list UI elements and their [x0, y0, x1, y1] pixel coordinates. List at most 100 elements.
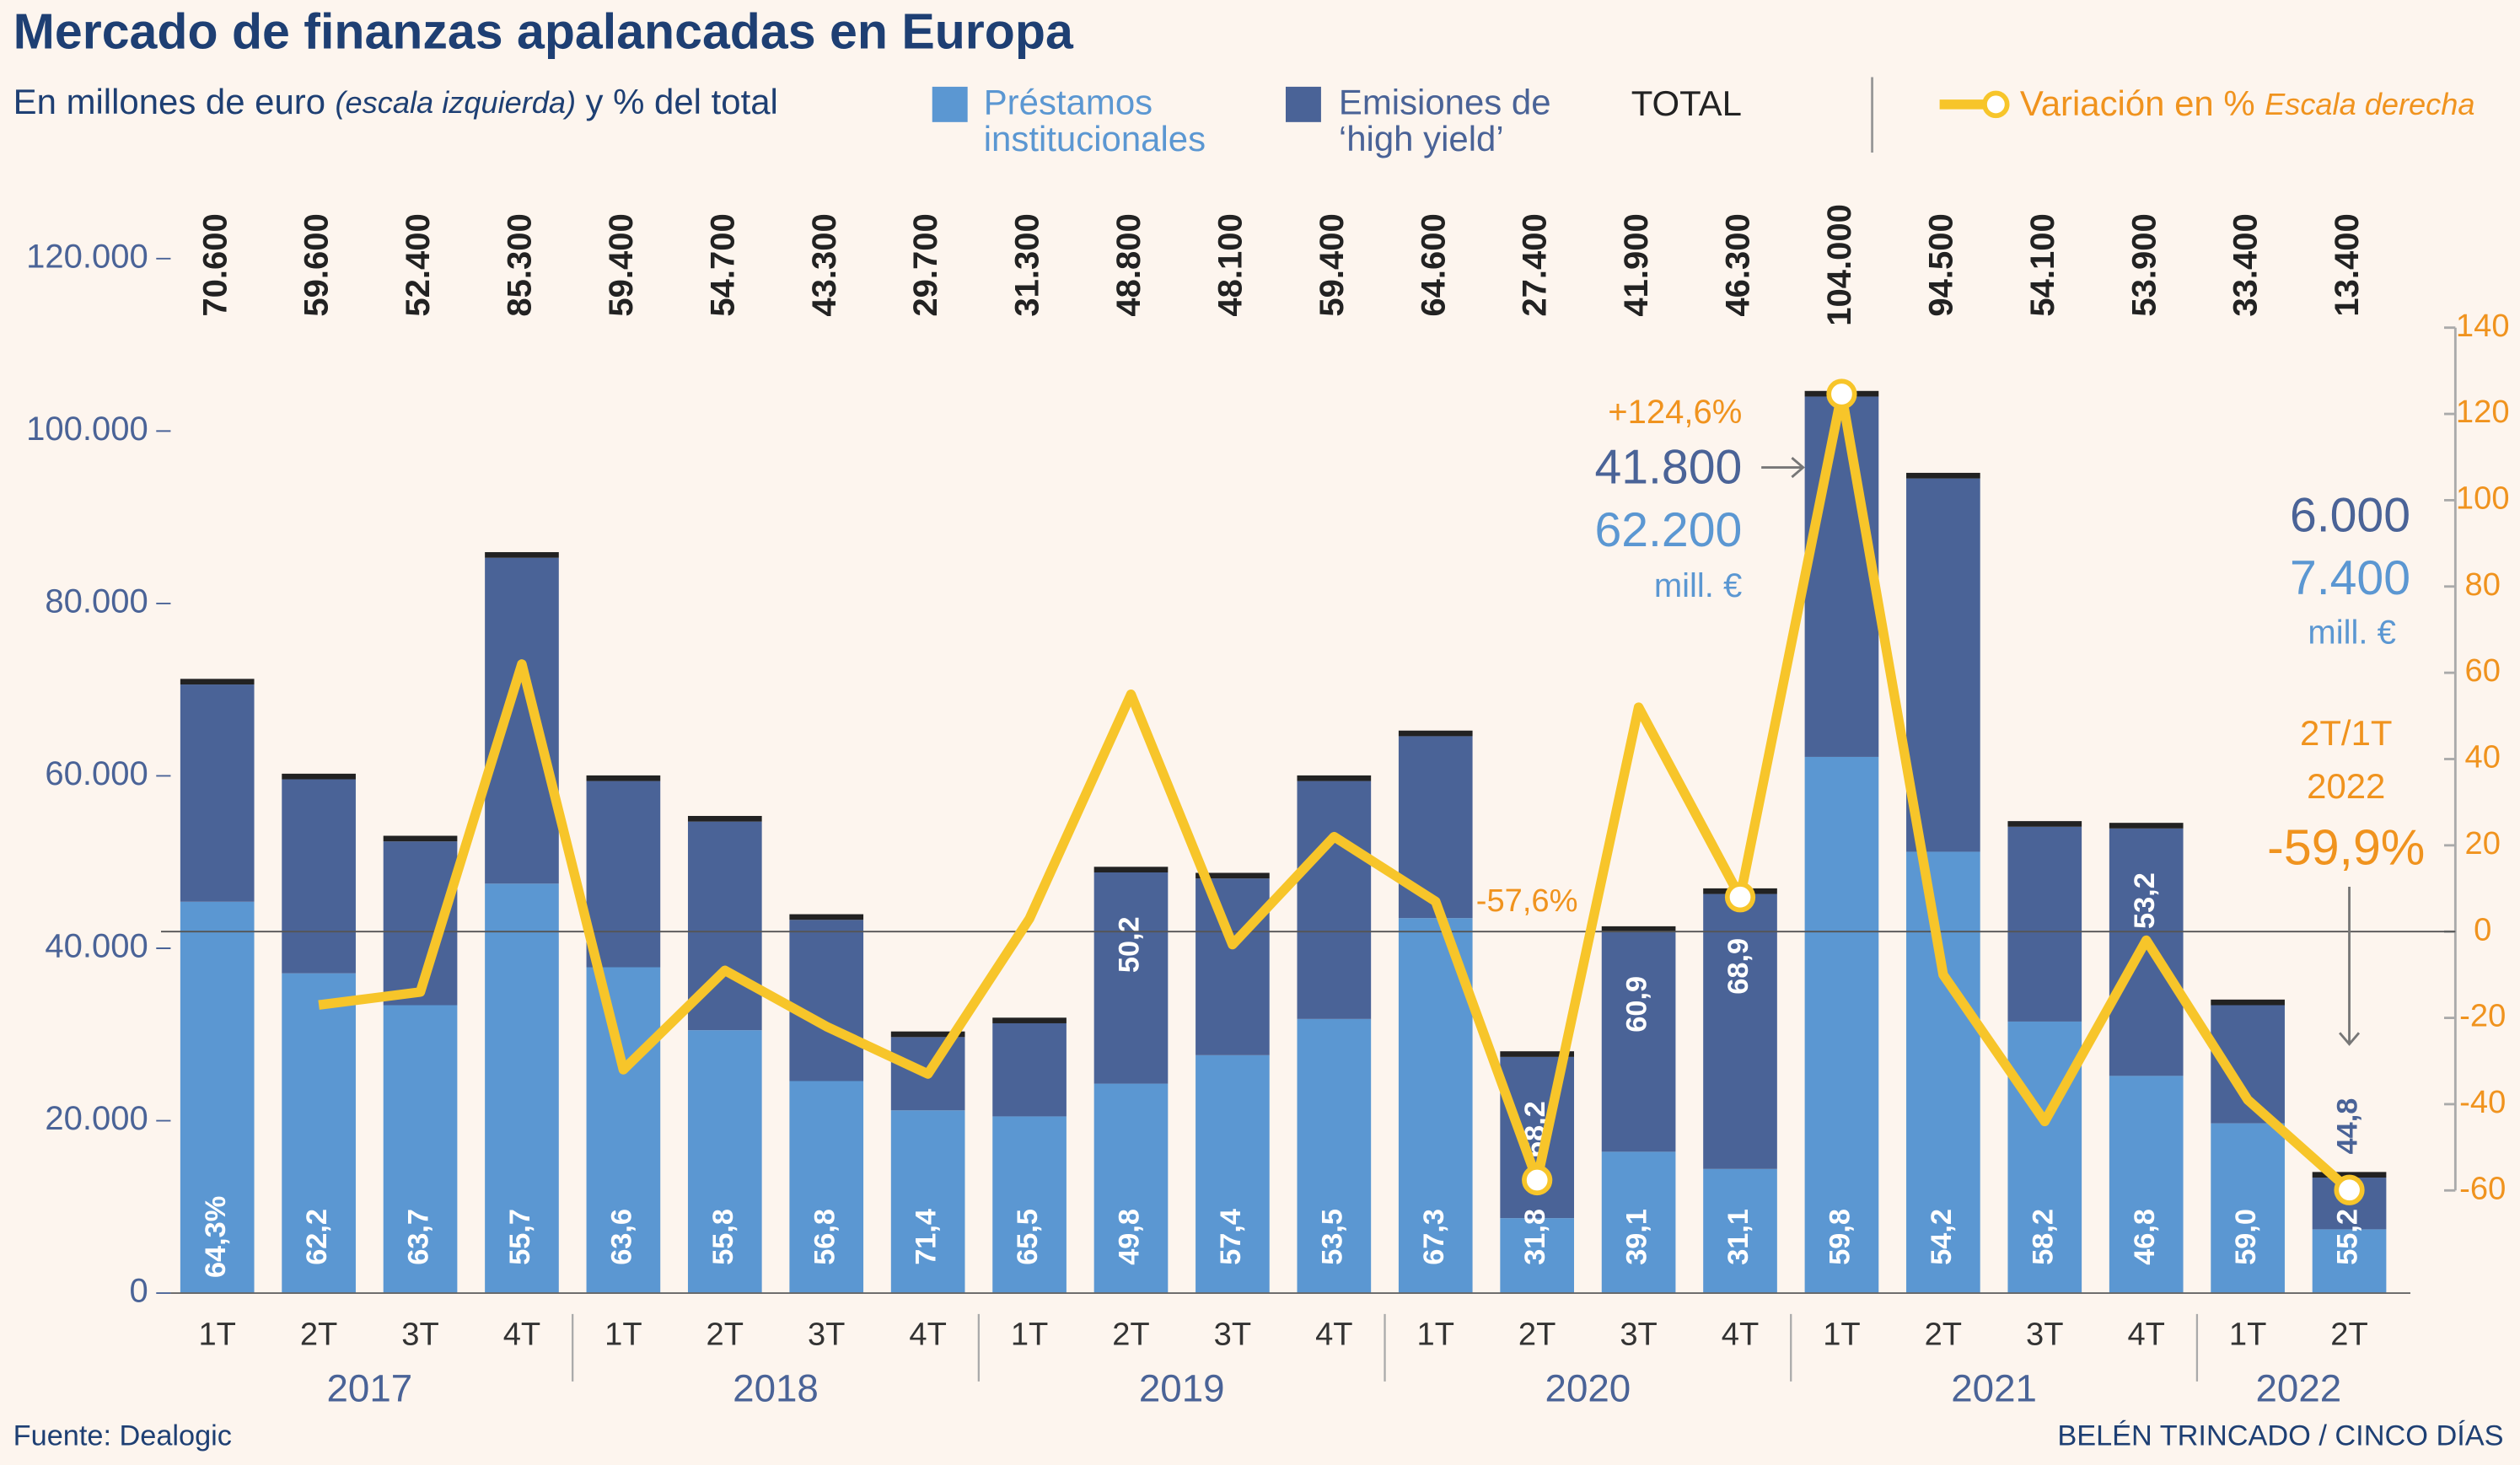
- bar-loans: [282, 973, 356, 1294]
- total-label: 46.300: [1720, 213, 1757, 316]
- legend-label-text: Préstamos institucionales: [983, 83, 1206, 159]
- x-tick-label: 1T: [2229, 1317, 2266, 1353]
- total-label: 59.400: [1314, 213, 1351, 316]
- bar-high-yield: [1297, 781, 1372, 1019]
- bar-loans: [687, 1030, 762, 1294]
- total-label: 59.400: [603, 213, 640, 316]
- bar-high-yield: [992, 1022, 1067, 1117]
- total-label: 70.600: [196, 213, 234, 316]
- total-label: 31.300: [1009, 213, 1046, 316]
- total-cap: [2109, 823, 2184, 829]
- bar-loans: [2312, 1229, 2387, 1294]
- source: Fuente: Dealogic: [13, 1420, 232, 1452]
- loan-share-label: 53,5: [1316, 1209, 1348, 1265]
- bar-loans: [1093, 1083, 1169, 1294]
- bar-loans: [789, 1081, 864, 1294]
- legend-label: Emisiones de ‘high yield’: [1338, 83, 1551, 159]
- y-tick-label: 40.000: [45, 928, 148, 965]
- total-label: 64.600: [1415, 213, 1452, 316]
- legend-marker: [1982, 90, 2010, 119]
- x-tick-label: 3T: [2026, 1317, 2063, 1353]
- bar-loans: [890, 1110, 965, 1294]
- total-cap: [1297, 775, 1372, 781]
- year-label: 2022: [2255, 1366, 2341, 1409]
- loan-share-label: 71,4: [911, 1209, 943, 1265]
- legend-line-note: Escala derecha: [2265, 86, 2474, 121]
- total-cap: [485, 552, 559, 558]
- bar-loans: [992, 1116, 1067, 1294]
- x-tick-label: 1T: [198, 1317, 235, 1353]
- loan-share-label: 65,5: [1012, 1209, 1044, 1265]
- y-tick-label: 80.000: [45, 582, 148, 620]
- line-marker: [2334, 1174, 2365, 1205]
- loan-share-label: 49,8: [1114, 1209, 1146, 1265]
- x-tick-label: 4T: [909, 1317, 946, 1353]
- line-marker: [1724, 882, 1756, 913]
- annotation-period: 2T/1T: [2300, 713, 2392, 753]
- total-label: 41.900: [1618, 213, 1655, 316]
- y2-tick-label: 80: [2465, 567, 2501, 603]
- y2-tick-label: 20: [2465, 826, 2501, 861]
- total-cap: [1906, 472, 1980, 479]
- bar-loans: [1703, 1168, 1777, 1294]
- bar-loans: [1500, 1218, 1575, 1294]
- x-tick-label: 3T: [1620, 1317, 1657, 1353]
- loan-share-label: 59,8: [1824, 1209, 1856, 1265]
- bar-loans: [383, 1005, 458, 1294]
- bar-high-yield: [282, 779, 356, 974]
- total-cap: [687, 815, 762, 822]
- total-label: 53.900: [2125, 213, 2163, 316]
- loan-share-label: 39,1: [1621, 1209, 1653, 1265]
- legend-label-text: Emisiones de ‘high yield’: [1338, 83, 1551, 159]
- total-label: 59.600: [298, 213, 336, 316]
- x-tick-label: 2T: [1112, 1317, 1149, 1353]
- bar-high-yield: [1093, 872, 1169, 1084]
- total-cap: [890, 1031, 965, 1038]
- total-cap: [992, 1017, 1067, 1023]
- bar-high-yield: [485, 557, 559, 884]
- bar-high-yield: [586, 781, 661, 968]
- annotation-arrow: [2339, 886, 2361, 1046]
- loan-share-label: 59,0: [2230, 1209, 2262, 1265]
- x-tick-label: 3T: [1214, 1317, 1251, 1353]
- subtitle: En millones de euro (escala izquierda) y %…: [13, 82, 778, 121]
- total-cap: [1093, 867, 1169, 872]
- total-label: 52.400: [400, 213, 437, 316]
- bar-high-yield: [1398, 736, 1473, 919]
- total-cap: [1601, 926, 1676, 932]
- y-tick-label: 120.000: [26, 238, 148, 275]
- x-tick-label: 1T: [1011, 1317, 1048, 1353]
- bar-high-yield: [180, 684, 255, 902]
- bar-high-yield: [2007, 826, 2082, 1022]
- hy-share-label: 68,9: [1722, 938, 1754, 995]
- loan-share-label: 67,3: [1418, 1209, 1450, 1265]
- year-label: 2020: [1545, 1366, 1631, 1409]
- annotation-period: 2022: [2307, 766, 2385, 806]
- bar-high-yield: [789, 920, 864, 1081]
- total-cap: [1500, 1051, 1575, 1057]
- total-label: 29.700: [907, 213, 944, 316]
- total-cap: [383, 835, 458, 842]
- total-cap: [180, 679, 255, 685]
- y-tick-label: 100.000: [26, 411, 148, 448]
- year-label: 2018: [733, 1366, 819, 1409]
- total-cap: [586, 775, 661, 781]
- subtitle-text: En millones de euro: [13, 82, 325, 121]
- bar-loans: [1906, 851, 1980, 1294]
- loan-share-label: 62,2: [301, 1209, 333, 1265]
- loan-share-label: 63,7: [403, 1209, 435, 1265]
- loan-share-label: 31,8: [1519, 1209, 1551, 1265]
- bar-loans: [1601, 1151, 1676, 1294]
- bar-high-yield: [1906, 478, 1980, 852]
- loan-share-label: 55,7: [504, 1209, 536, 1265]
- annotation-hy: 6.000: [2290, 489, 2410, 543]
- x-tick-label: 3T: [808, 1317, 845, 1353]
- annotation-variation: -57,6%: [1476, 883, 1578, 919]
- legend-swatch: [1285, 86, 1321, 122]
- y2-tick-label: 140: [2456, 309, 2510, 344]
- hy-share-label: 60,9: [1621, 976, 1653, 1033]
- x-tick-label: 2T: [1518, 1317, 1556, 1353]
- annotation-loans: 7.400: [2290, 551, 2410, 605]
- annotation-unit: mill. €: [2308, 614, 2395, 651]
